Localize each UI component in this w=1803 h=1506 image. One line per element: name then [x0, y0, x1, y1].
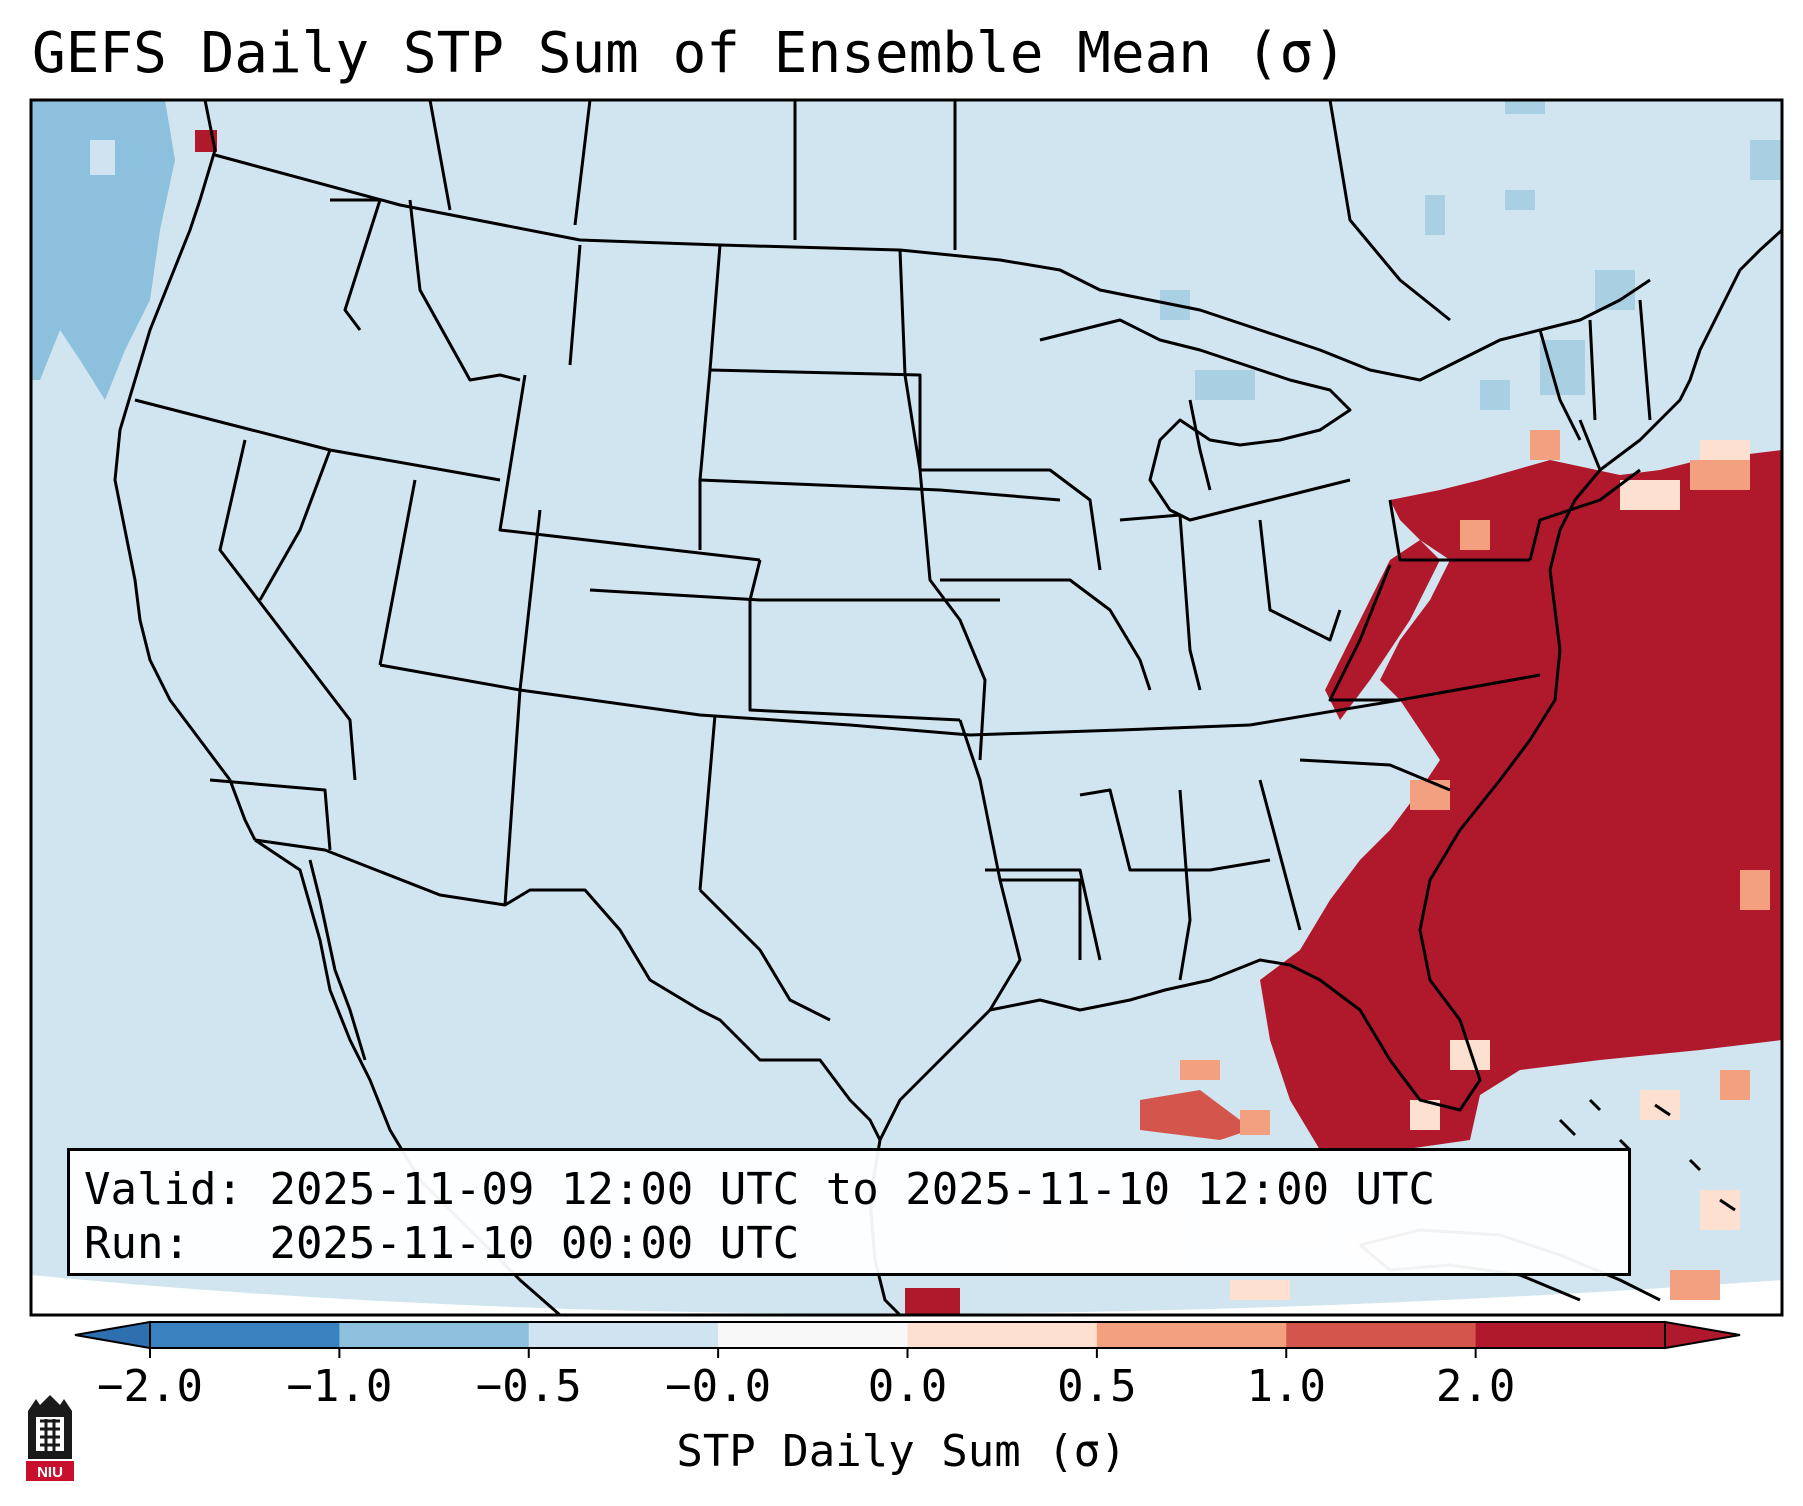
- colorbar-segment: [528, 1322, 719, 1348]
- yucatan-anomaly-cell: [905, 1288, 960, 1315]
- map-title: GEFS Daily STP Sum of Ensemble Mean (σ): [32, 21, 1347, 86]
- colorbar-label: STP Daily Sum (σ): [676, 1426, 1127, 1477]
- colorbar-tick-label: 2.0: [1435, 1361, 1516, 1412]
- colorbar-tick-label: −0.0: [665, 1361, 772, 1412]
- colorbar-segment: [1286, 1322, 1477, 1348]
- colorbar-tick-label: 0.0: [867, 1361, 948, 1412]
- east-coast-positive-anomaly: [1260, 450, 1782, 1150]
- anomaly-fringe-cells: [1180, 430, 1770, 1300]
- valid-row: Valid: 2025-11-09 12:00 UTC to 2025-11-1…: [84, 1163, 1614, 1217]
- colorbar-tick-label: −1.0: [286, 1361, 393, 1412]
- projection-edge: [31, 1275, 1782, 1315]
- map-frame: [29, 98, 1784, 1317]
- run-value: 2025-11-10 00:00 UTC: [269, 1218, 800, 1269]
- pacific-anomaly-patch: [90, 140, 115, 175]
- appalachian-positive-anomaly: [1325, 540, 1440, 720]
- colorbar-segment: [718, 1322, 908, 1348]
- run-row: Run: 2025-11-10 00:00 UTC: [84, 1217, 1614, 1271]
- colorbar-extend-max: [1664, 1320, 1741, 1350]
- colorbar-tick-label: −0.5: [475, 1361, 582, 1412]
- colorbar-segment: [907, 1322, 1098, 1348]
- pacific-negative-anomaly: [31, 100, 175, 400]
- colorbar-segment: [339, 1322, 530, 1348]
- colorbar-segment: [1475, 1322, 1666, 1348]
- colorbar-extend-min: [74, 1320, 151, 1350]
- colorbar-tick-label: 1.0: [1246, 1361, 1326, 1412]
- colorbar-segment: [1096, 1322, 1287, 1348]
- coastlines-and-borders: [113, 100, 1782, 1315]
- colorbar-tick-label: 0.5: [1057, 1361, 1137, 1412]
- gulf-positive-anomaly: [1140, 1090, 1250, 1140]
- niu-logo-icon: NIU: [26, 1395, 74, 1481]
- colorbar-tick-label: −2.0: [97, 1361, 203, 1412]
- colorbar-segment: [150, 1322, 340, 1348]
- run-label: Run:: [84, 1218, 190, 1269]
- colorbar: [74, 1320, 1741, 1358]
- valid-run-info-box: Valid: 2025-11-09 12:00 UTC to 2025-11-1…: [67, 1148, 1631, 1276]
- logo-text: NIU: [37, 1464, 63, 1481]
- canada-negative-blocks: [1160, 100, 1782, 410]
- valid-value: 2025-11-09 12:00 UTC to 2025-11-10 12:00…: [269, 1164, 1436, 1215]
- valid-label: Valid:: [84, 1164, 243, 1215]
